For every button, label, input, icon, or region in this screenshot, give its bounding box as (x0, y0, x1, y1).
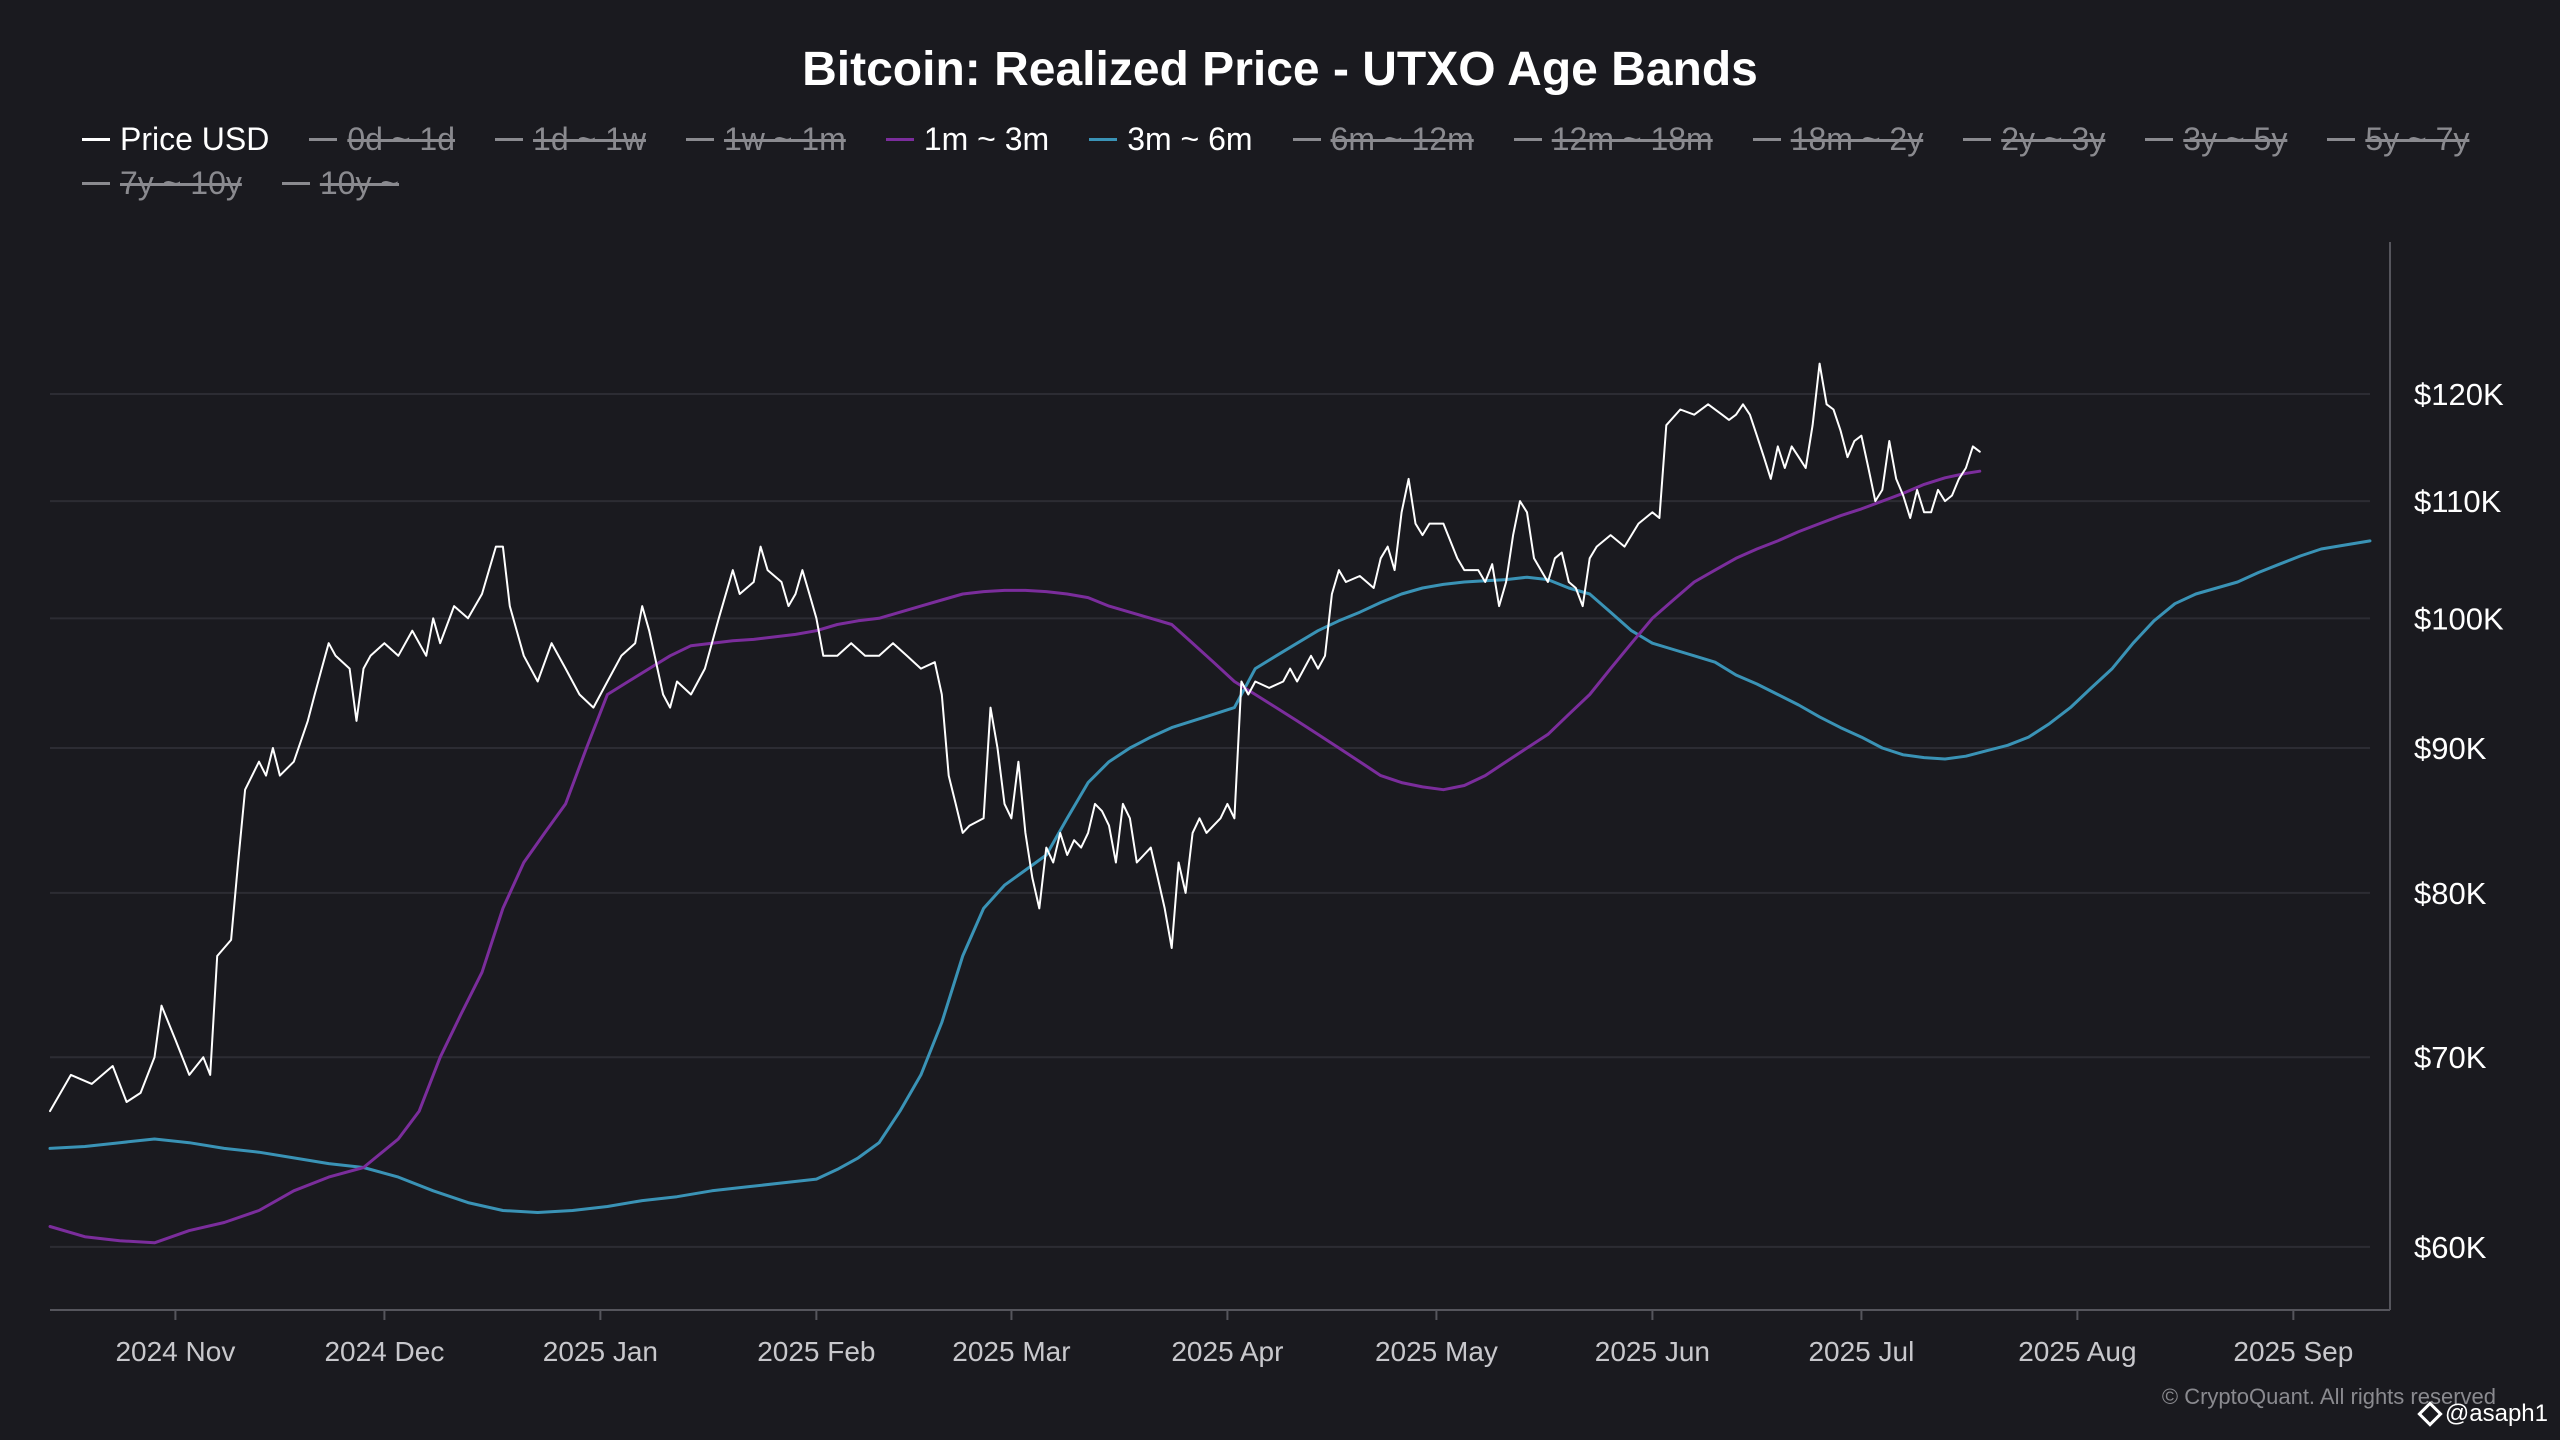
x-tick-label: 2025 Sep (2233, 1336, 2353, 1367)
author-handle: @asaph1 (2417, 1400, 2548, 1428)
y-tick-label: $120K (2414, 377, 2504, 412)
x-tick-label: 2025 Aug (2018, 1336, 2136, 1367)
legend: Price USD 0d ~ 1d 1d ~ 1w 1w ~ 1m 1m ~ 3m 3m … (82, 120, 2502, 202)
legend-label: 1m ~ 3m (923, 120, 1050, 157)
legend-label: 1w ~ 1m (723, 120, 846, 157)
legend-label: 3y ~ 5y (2183, 120, 2288, 157)
x-tick-label: 2025 Mar (952, 1336, 1070, 1367)
legend-item[interactable]: 3y ~ 5y (2145, 120, 2287, 158)
x-tick-label: 2025 Jan (543, 1336, 658, 1367)
legend-item[interactable]: 6m ~ 12m (1292, 120, 1474, 158)
x-tick-label: 2025 Feb (757, 1336, 875, 1367)
x-tick-label: 2025 Jun (1595, 1336, 1710, 1367)
x-tick-label: 2025 Jul (1808, 1336, 1914, 1367)
y-tick-label: $80K (2414, 876, 2487, 911)
y-tick-label: $110K (2414, 484, 2502, 519)
legend-item[interactable]: 10y ~ (281, 164, 400, 202)
legend-item[interactable]: 1m ~ 3m (885, 120, 1050, 158)
legend-swatch (1752, 137, 1781, 141)
legend-label: 2y ~ 3y (2001, 120, 2106, 157)
legend-label: 1d ~ 1w (533, 120, 646, 157)
legend-label: 12m ~ 18m (1551, 120, 1713, 157)
legend-label: Price USD (120, 120, 270, 157)
legend-label: 18m ~ 2y (1790, 120, 1924, 157)
legend-swatch (885, 137, 914, 141)
legend-item[interactable]: 2y ~ 3y (1963, 120, 2105, 158)
x-tick-label: 2025 Apr (1171, 1336, 1283, 1367)
series-line (48, 539, 2372, 1214)
x-tick-label: 2025 May (1375, 1336, 1498, 1367)
legend-item[interactable]: 7y ~ 10y (82, 164, 242, 202)
y-tick-label: $70K (2414, 1040, 2487, 1075)
legend-swatch (281, 181, 310, 185)
legend-swatch (1292, 137, 1321, 141)
x-tick-label: 2024 Nov (115, 1336, 235, 1367)
series-line (49, 362, 1981, 1113)
legend-item[interactable]: Price USD (82, 120, 269, 158)
copyright-text: © CryptoQuant. All rights reserved (2161, 1384, 2496, 1409)
legend-swatch (1963, 137, 1992, 141)
handle-icon (2417, 1401, 2443, 1427)
legend-label: 7y ~ 10y (120, 164, 242, 201)
legend-label: 6m ~ 12m (1330, 120, 1474, 157)
y-tick-label: $90K (2414, 731, 2487, 766)
legend-swatch (495, 137, 524, 141)
legend-swatch (1513, 137, 1542, 141)
chart-title: Bitcoin: Realized Price - UTXO Age Bands (802, 43, 1758, 96)
legend-swatch (82, 181, 110, 185)
legend-swatch (82, 137, 110, 141)
legend-item[interactable]: 5y ~ 7y (2327, 120, 2469, 158)
legend-swatch (1089, 137, 1118, 141)
legend-item[interactable]: 3m ~ 6m (1089, 120, 1253, 158)
handle-text: @asaph1 (2444, 1400, 2548, 1427)
legend-swatch (309, 137, 338, 141)
legend-item[interactable]: 1d ~ 1w (495, 120, 646, 158)
legend-item[interactable]: 1w ~ 1m (685, 120, 846, 158)
x-tick-label: 2024 Dec (324, 1336, 444, 1367)
legend-swatch (685, 137, 714, 141)
legend-label: 10y ~ (319, 164, 400, 201)
legend-label: 5y ~ 7y (2365, 120, 2470, 157)
legend-item[interactable]: 0d ~ 1d (309, 120, 455, 158)
legend-label: 3m ~ 6m (1127, 120, 1253, 157)
legend-item[interactable]: 12m ~ 18m (1513, 120, 1713, 158)
y-tick-label: $60K (2414, 1230, 2487, 1265)
y-tick-label: $100K (2414, 601, 2504, 636)
legend-swatch (2327, 137, 2356, 141)
series-line (48, 469, 1982, 1245)
legend-swatch (2145, 137, 2174, 141)
legend-label: 0d ~ 1d (347, 120, 456, 157)
legend-item[interactable]: 18m ~ 2y (1752, 120, 1924, 158)
